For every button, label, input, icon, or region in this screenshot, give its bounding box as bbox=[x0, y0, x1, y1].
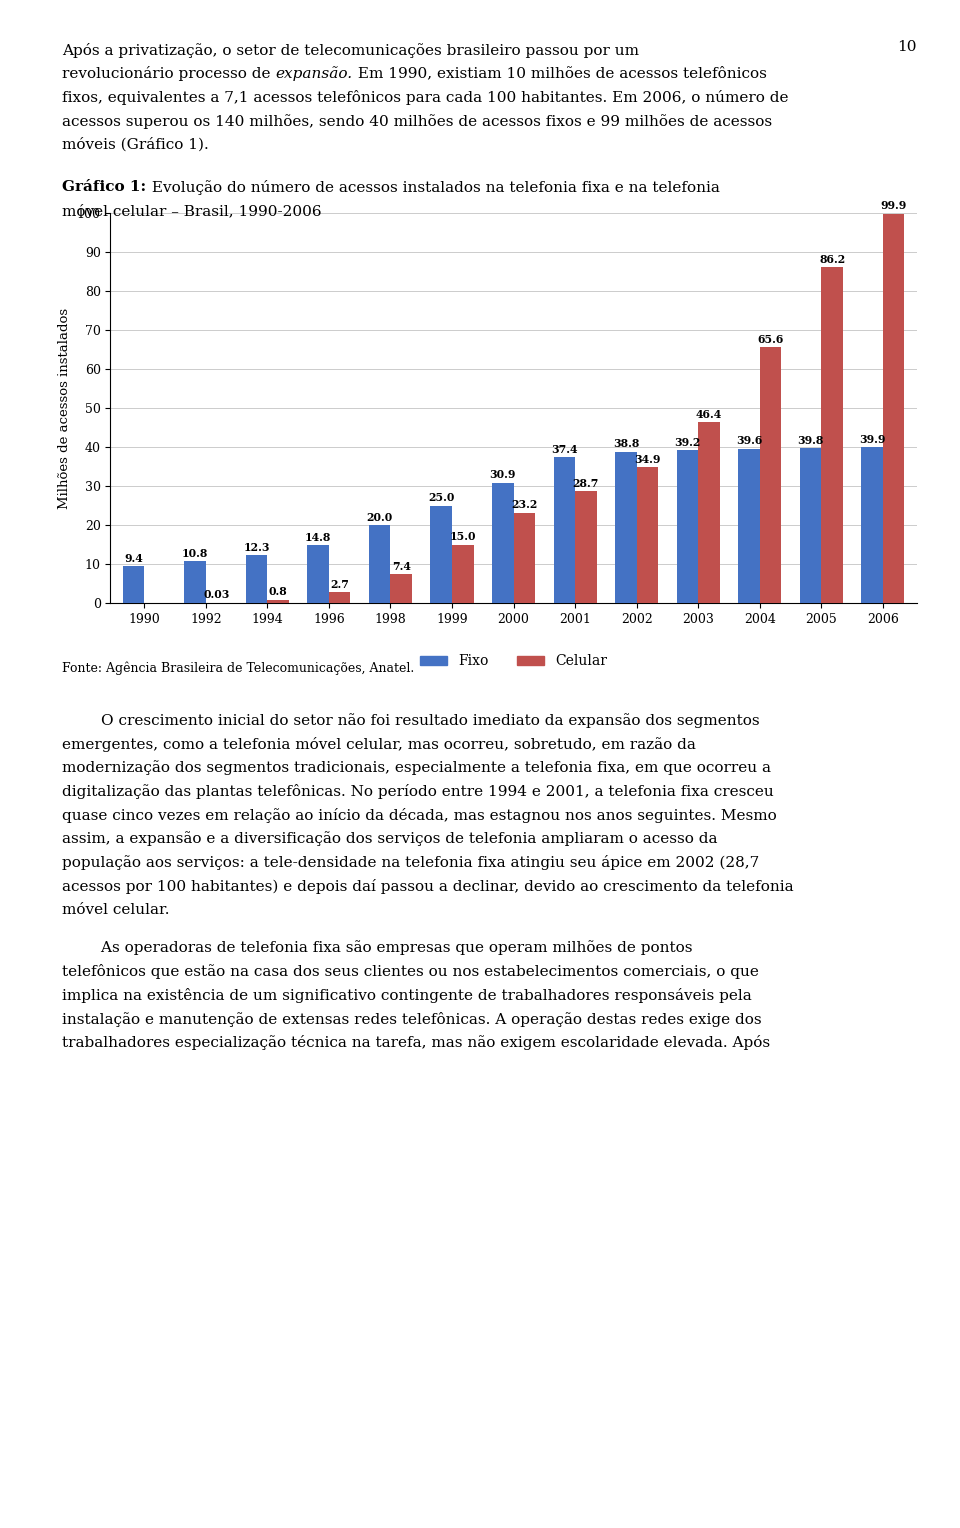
Text: As operadoras de telefonia fixa são empresas que operam milhões de pontos: As operadoras de telefonia fixa são empr… bbox=[62, 940, 693, 955]
Bar bbox=[615, 452, 636, 604]
Text: 9.4: 9.4 bbox=[124, 553, 143, 564]
Bar bbox=[430, 506, 452, 604]
Text: 10.8: 10.8 bbox=[181, 547, 208, 559]
Bar bbox=[123, 567, 144, 604]
Bar bbox=[883, 214, 904, 604]
Y-axis label: Milhões de acessos instalados: Milhões de acessos instalados bbox=[59, 307, 71, 509]
Text: telefônicos que estão na casa dos seus clientes ou nos estabelecimentos comercia: telefônicos que estão na casa dos seus c… bbox=[62, 964, 759, 979]
Text: 0.8: 0.8 bbox=[269, 587, 287, 597]
Text: Fonte: Agência Brasileira de Telecomunicações, Anatel.: Fonte: Agência Brasileira de Telecomunic… bbox=[62, 662, 415, 674]
Text: revolucionário processo de: revolucionário processo de bbox=[62, 66, 276, 81]
Text: digitalização das plantas telefônicas. No período entre 1994 e 2001, a telefonia: digitalização das plantas telefônicas. N… bbox=[62, 784, 774, 799]
Text: instalação e manutenção de extensas redes telefônicas. A operação destas redes e: instalação e manutenção de extensas rede… bbox=[62, 1012, 762, 1027]
Bar bbox=[307, 545, 329, 604]
Text: 23.2: 23.2 bbox=[511, 500, 538, 510]
Bar bbox=[514, 512, 535, 604]
Text: fixos, equivalentes a 7,1 acessos telefônicos para cada 100 habitantes. Em 2006,: fixos, equivalentes a 7,1 acessos telefô… bbox=[62, 90, 789, 105]
Text: 34.9: 34.9 bbox=[635, 454, 660, 465]
Text: implica na existência de um significativo contingente de trabalhadores responsáv: implica na existência de um significativ… bbox=[62, 987, 752, 1002]
Text: 37.4: 37.4 bbox=[551, 445, 578, 455]
Text: Em 1990, existiam 10 milhões de acessos telefônicos: Em 1990, existiam 10 milhões de acessos … bbox=[353, 66, 767, 81]
Bar bbox=[800, 448, 822, 604]
Text: Evolução do número de acessos instalados na telefonia fixa e na telefonia: Evolução do número de acessos instalados… bbox=[147, 180, 719, 196]
Text: 28.7: 28.7 bbox=[573, 478, 599, 489]
Bar bbox=[391, 575, 412, 604]
Text: acessos por 100 habitantes) e depois daí passou a declinar, devido ao cresciment: acessos por 100 habitantes) e depois daí… bbox=[62, 879, 794, 894]
Bar bbox=[452, 544, 473, 604]
Text: móvel celular.: móvel celular. bbox=[62, 903, 170, 917]
Bar bbox=[575, 490, 597, 604]
Text: móvel celular – Brasil, 1990-2006: móvel celular – Brasil, 1990-2006 bbox=[62, 203, 322, 219]
Bar bbox=[246, 555, 268, 604]
Text: 12.3: 12.3 bbox=[243, 542, 270, 553]
Text: 46.4: 46.4 bbox=[696, 410, 722, 420]
Bar bbox=[861, 448, 883, 604]
Bar bbox=[268, 601, 289, 604]
Bar bbox=[759, 347, 781, 604]
Text: O crescimento inicial do setor não foi resultado imediato da expansão dos segmen: O crescimento inicial do setor não foi r… bbox=[62, 714, 760, 727]
Bar bbox=[184, 561, 205, 604]
Text: trabalhadores especialização técnica na tarefa, mas não exigem escolaridade elev: trabalhadores especialização técnica na … bbox=[62, 1034, 771, 1050]
Text: 30.9: 30.9 bbox=[490, 469, 516, 480]
Text: móveis (Gráfico 1).: móveis (Gráfico 1). bbox=[62, 138, 209, 151]
Legend: Fixo, Celular: Fixo, Celular bbox=[414, 649, 613, 674]
Text: acessos superou os 140 milhões, sendo 40 milhões de acessos fixos e 99 milhões d: acessos superou os 140 milhões, sendo 40… bbox=[62, 113, 773, 128]
Bar bbox=[698, 422, 720, 604]
Text: 99.9: 99.9 bbox=[880, 200, 907, 211]
Bar bbox=[636, 468, 659, 604]
Bar bbox=[369, 526, 391, 604]
Bar bbox=[677, 451, 698, 604]
Text: Gráfico 1:: Gráfico 1: bbox=[62, 180, 147, 194]
Text: 39.8: 39.8 bbox=[798, 434, 824, 446]
Text: assim, a expansão e a diversificação dos serviços de telefonia ampliaram o acess: assim, a expansão e a diversificação dos… bbox=[62, 831, 718, 847]
Text: 86.2: 86.2 bbox=[819, 254, 846, 264]
Bar bbox=[822, 267, 843, 604]
Text: quase cinco vezes em relação ao início da década, mas estagnou nos anos seguinte: quase cinco vezes em relação ao início d… bbox=[62, 808, 778, 824]
Text: 0.03: 0.03 bbox=[204, 590, 229, 601]
Text: emergentes, como a telefonia móvel celular, mas ocorreu, sobretudo, em razão da: emergentes, como a telefonia móvel celul… bbox=[62, 736, 696, 752]
Text: Após a privatização, o setor de telecomunicações brasileiro passou por um: Após a privatização, o setor de telecomu… bbox=[62, 43, 639, 58]
Text: 38.8: 38.8 bbox=[612, 439, 639, 449]
Text: expansão.: expansão. bbox=[276, 66, 353, 81]
Text: 39.6: 39.6 bbox=[736, 435, 762, 446]
Text: 2.7: 2.7 bbox=[330, 579, 349, 590]
Bar bbox=[738, 449, 759, 604]
Text: 15.0: 15.0 bbox=[449, 532, 476, 542]
Text: população aos serviços: a tele-densidade na telefonia fixa atingiu seu ápice em : população aos serviços: a tele-densidade… bbox=[62, 856, 759, 871]
Text: 39.2: 39.2 bbox=[674, 437, 701, 448]
Text: 25.0: 25.0 bbox=[428, 492, 454, 503]
Text: 65.6: 65.6 bbox=[757, 335, 783, 345]
Text: 39.9: 39.9 bbox=[859, 434, 885, 445]
Bar bbox=[492, 483, 514, 604]
Bar bbox=[554, 457, 575, 604]
Text: modernização dos segmentos tradicionais, especialmente a telefonia fixa, em que : modernização dos segmentos tradicionais,… bbox=[62, 761, 772, 775]
Text: 20.0: 20.0 bbox=[367, 512, 393, 523]
Text: 7.4: 7.4 bbox=[392, 561, 411, 571]
Text: 14.8: 14.8 bbox=[305, 532, 331, 542]
Text: 10: 10 bbox=[898, 40, 917, 53]
Bar bbox=[329, 593, 350, 604]
